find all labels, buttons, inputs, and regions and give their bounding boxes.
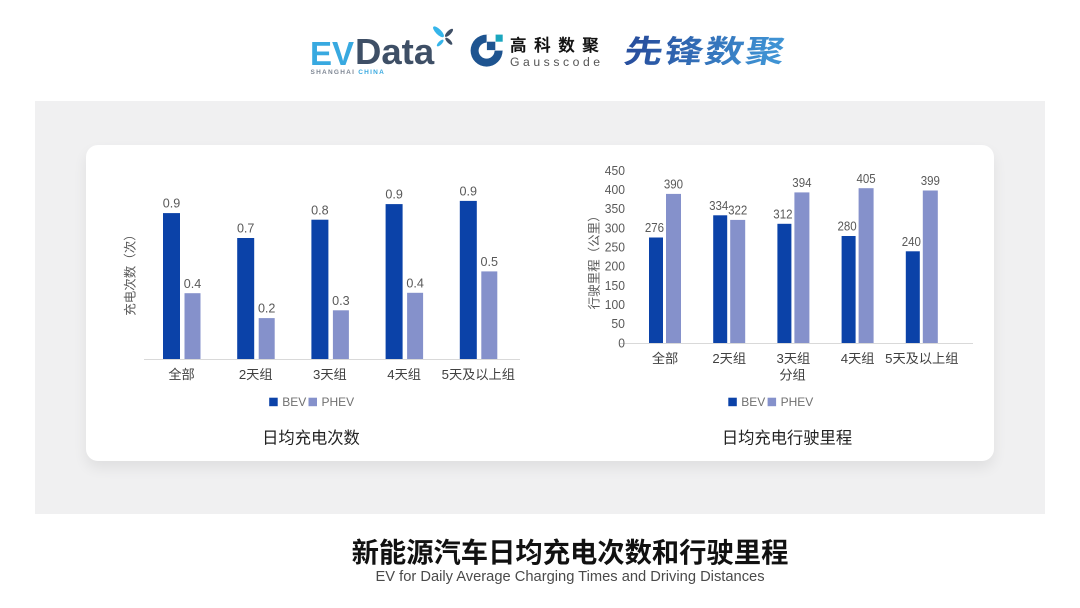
svg-text:行驶里程（公里）: 行驶里程（公里） [584,209,603,309]
svg-text:2天组: 2天组 [239,364,273,383]
svg-text:350: 350 [605,198,625,217]
svg-text:250: 250 [605,237,625,256]
svg-text:322: 322 [728,200,747,219]
svg-text:0.4: 0.4 [406,272,424,291]
svg-text:0.9: 0.9 [385,184,403,203]
svg-text:BEV: BEV [282,393,306,410]
svg-text:PHEV: PHEV [322,393,355,410]
svg-text:0.7: 0.7 [237,218,255,237]
svg-text:日均充电次数: 日均充电次数 [262,425,360,449]
svg-text:399: 399 [921,170,940,189]
svg-text:3天组: 3天组 [313,364,347,383]
svg-text:2天组: 2天组 [712,348,746,367]
svg-text:BEV: BEV [741,393,765,410]
svg-text:5天及以上组: 5天及以上组 [442,364,515,383]
svg-text:450: 450 [605,160,625,179]
svg-text:276: 276 [645,217,664,236]
svg-text:312: 312 [773,203,792,222]
svg-text:0.4: 0.4 [184,273,202,292]
svg-text:5天及以上组: 5天及以上组 [885,348,958,367]
svg-text:150: 150 [605,275,625,294]
svg-text:334: 334 [709,195,728,214]
svg-text:0.3: 0.3 [332,290,350,309]
svg-text:4天组: 4天组 [841,348,875,367]
svg-text:日均充电行驶里程: 日均充电行驶里程 [722,425,852,449]
svg-text:0.9: 0.9 [460,181,478,200]
svg-text:0.2: 0.2 [258,298,276,317]
svg-text:200: 200 [605,256,625,275]
svg-text:0.5: 0.5 [481,251,499,270]
svg-text:240: 240 [902,231,921,250]
svg-text:405: 405 [857,168,876,187]
svg-text:0.9: 0.9 [163,193,181,212]
svg-text:PHEV: PHEV [781,393,814,410]
svg-text:3天组: 3天组 [777,348,811,367]
svg-text:充电次数（次）: 充电次数（次） [119,228,138,316]
svg-text:100: 100 [605,294,625,313]
svg-text:400: 400 [605,179,625,198]
svg-text:50: 50 [611,313,625,332]
svg-text:300: 300 [605,217,625,236]
svg-text:分组: 分组 [779,365,805,384]
svg-text:4天组: 4天组 [387,364,421,383]
svg-text:394: 394 [792,172,811,191]
svg-text:0: 0 [618,332,625,351]
svg-text:全部: 全部 [652,348,678,367]
svg-text:全部: 全部 [168,364,194,383]
svg-text:0.8: 0.8 [311,199,329,218]
svg-text:280: 280 [838,216,857,235]
svg-text:390: 390 [664,174,683,193]
